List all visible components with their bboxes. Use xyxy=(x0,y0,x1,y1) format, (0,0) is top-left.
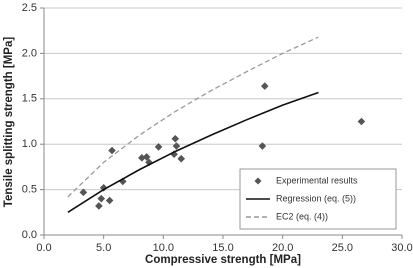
x-tick-label: 30.0 xyxy=(391,242,412,254)
y-tick-label: 1.0 xyxy=(22,138,37,150)
data-point xyxy=(177,154,186,163)
legend-label: Regression (eq. (5)) xyxy=(276,193,356,203)
data-point xyxy=(138,154,146,162)
data-point xyxy=(154,143,163,151)
y-tick-label: 2.5 xyxy=(22,2,37,14)
y-tick-label: 0.0 xyxy=(22,229,37,241)
data-point xyxy=(105,196,114,205)
data-point xyxy=(142,153,151,161)
series-line xyxy=(67,36,319,198)
x-tick-label: 25.0 xyxy=(332,242,353,254)
y-tick-label: 1.5 xyxy=(22,93,37,105)
x-tick-label: 0.0 xyxy=(36,242,51,254)
y-tick-label: 0.5 xyxy=(22,184,37,196)
legend-box xyxy=(239,168,397,230)
data-point xyxy=(258,142,267,150)
data-point xyxy=(260,82,269,90)
y-tick-label: 2.0 xyxy=(22,47,37,59)
data-point xyxy=(99,183,108,192)
x-tick-label: 10.0 xyxy=(153,242,174,254)
y-axis-title: Tensile splitting strength [MPa] xyxy=(3,37,15,208)
legend-symbol xyxy=(254,177,262,185)
data-point xyxy=(95,202,103,210)
x-tick-label: 20.0 xyxy=(272,242,293,254)
data-point xyxy=(97,194,106,203)
data-point xyxy=(79,188,88,197)
x-tick-label: 5.0 xyxy=(96,242,111,254)
data-point xyxy=(171,134,180,143)
x-tick-label: 15.0 xyxy=(212,242,233,254)
legend-label: EC2 (eq. (4)) xyxy=(276,211,328,221)
data-point xyxy=(172,142,181,150)
series-line xyxy=(67,91,319,213)
data-point xyxy=(108,146,116,155)
data-point xyxy=(357,117,366,126)
x-axis-title: Compressive strength [MPa] xyxy=(145,254,301,266)
legend-label: Experimental results xyxy=(276,175,358,185)
